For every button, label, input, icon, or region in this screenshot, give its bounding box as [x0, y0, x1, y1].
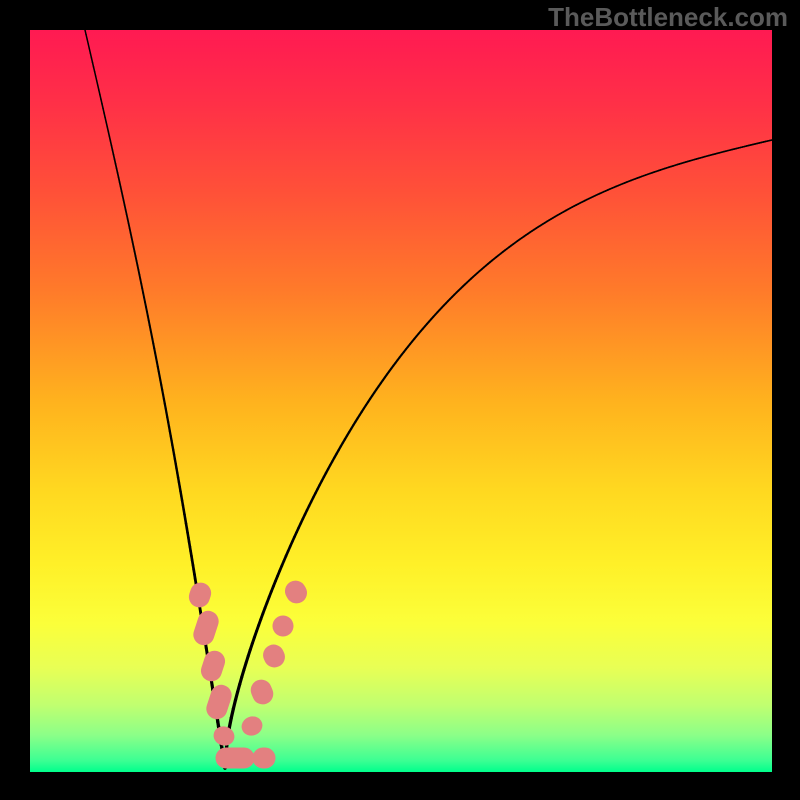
marker-pill — [240, 714, 265, 738]
marker-pill — [260, 642, 287, 670]
data-markers — [30, 30, 772, 772]
marker-pill — [204, 683, 234, 722]
marker-pill — [216, 748, 254, 768]
watermark-text: TheBottleneck.com — [548, 2, 788, 33]
marker-pill — [191, 609, 221, 648]
marker-pill — [248, 677, 276, 707]
marker-pill — [282, 577, 310, 606]
marker-pill — [253, 748, 275, 768]
marker-pill — [199, 649, 227, 684]
marker-pill — [212, 724, 237, 747]
plot-area — [30, 30, 772, 772]
marker-pill — [187, 580, 213, 609]
marker-pill — [270, 613, 297, 640]
